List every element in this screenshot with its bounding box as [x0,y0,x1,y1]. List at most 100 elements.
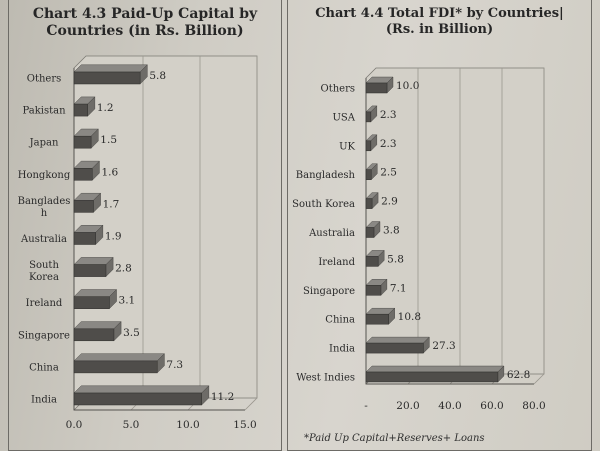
bar-group [365,76,394,94]
category-label: India [329,344,355,355]
data-label: 10.0 [396,80,419,92]
data-label: 1.2 [97,102,114,114]
bar-group [365,249,385,267]
data-label: 2.9 [381,196,398,208]
chart-title: Chart 4.3 Paid-Up Capital by Countries (… [9,6,281,40]
bar [365,313,389,325]
category-label: West Indies [296,373,355,384]
bar-group [365,134,378,152]
bar [365,256,379,267]
bar [365,285,382,296]
category-label: Bangladesh [296,170,356,181]
x-tick-label: 60.0 [480,400,503,412]
chart-panel-total-fdi: Chart 4.4 Total FDI* by Countries| (Rs. … [287,0,592,451]
chart-panel-paid-up-capital: Chart 4.3 Paid-Up Capital by Countries (… [8,0,282,451]
data-label: 2.3 [380,109,397,121]
footnote: *Paid Up Capital+Reserves+ Loans [304,433,485,444]
data-label: 1.9 [105,231,122,243]
bar-group [73,128,99,149]
bar-group [365,336,430,354]
bar [73,135,92,149]
bar [365,198,373,209]
x-tick-label: 0.0 [66,419,83,431]
chart-title: Chart 4.4 Total FDI* by Countries| (Rs. … [288,6,591,38]
bar [365,169,372,180]
bar-group [73,353,165,374]
x-tick-label: 15.0 [233,419,256,431]
data-label: 27.3 [432,340,455,352]
category-label: UK [339,141,355,152]
category-label: Singapore [303,286,355,297]
data-label: 62.8 [507,369,530,381]
category-label: Ireland [318,257,355,268]
x-tick-label: 40.0 [438,400,461,412]
bar [73,232,96,245]
category-label: Ireland [26,298,63,309]
bar-group [73,321,122,342]
bar [73,328,115,342]
data-label: 11.2 [211,391,234,403]
data-label: 1.6 [101,166,118,178]
data-label: 3.5 [123,327,140,339]
bar [73,392,202,406]
bar [73,360,158,374]
bar-group [73,289,118,310]
data-label: 5.8 [149,70,166,82]
category-label: Australia [20,234,67,245]
data-label: 3.8 [383,225,400,237]
x-tick-label: 10.0 [176,419,199,431]
chart-title-line-2: Countries (in Rs. Billion) [46,23,244,39]
category-label: China [29,362,59,373]
bar-group [73,256,114,278]
bar-group [365,163,378,181]
bar-group [73,64,148,85]
bar [365,111,372,123]
category-label: Japan [29,138,59,149]
bar [73,103,88,117]
gridline-floor [533,373,545,385]
category-label: Australia [308,228,355,239]
bar [73,71,141,85]
bar [73,200,94,213]
chart-title-line-1: Chart 4.3 Paid-Up Capital by [32,6,258,22]
bar-group [365,278,388,296]
bar-top-face [365,336,430,344]
category-label: Others [27,74,62,85]
x-tick-label: 20.0 [396,400,419,412]
x-tick-label: 5.0 [123,419,140,431]
data-label: 1.7 [103,198,120,210]
category-label: Singapore [18,330,70,341]
data-label: 2.5 [380,167,397,179]
category-label: h [41,208,48,219]
data-label: 3.1 [119,295,136,307]
bar-group [73,192,102,213]
category-label: Pakistan [22,106,66,117]
bar [365,140,372,152]
bar-group [365,307,396,325]
bar-group [365,365,505,383]
data-label: 2.8 [115,263,132,275]
data-label: 7.1 [390,282,407,294]
bar-group [365,221,381,238]
bar [365,342,424,354]
category-label: Hongkong [18,170,71,181]
category-label: USA [333,112,356,123]
chart-title-line-1: Chart 4.4 Total FDI* by Countries| [315,6,564,21]
bar [365,371,499,383]
data-label: 1.5 [100,134,117,146]
bar [73,264,107,277]
bar [73,296,110,309]
category-label: Banglades [18,196,71,207]
bar [73,168,93,181]
category-label: Others [321,84,356,95]
bar-group [365,105,378,123]
bar-group [365,192,379,210]
category-label: South [29,260,59,271]
bar-group [73,160,100,181]
category-label: Korea [29,272,59,283]
chart-title-line-2: (Rs. in Billion) [385,22,494,37]
x-tick-label: - [364,400,368,412]
